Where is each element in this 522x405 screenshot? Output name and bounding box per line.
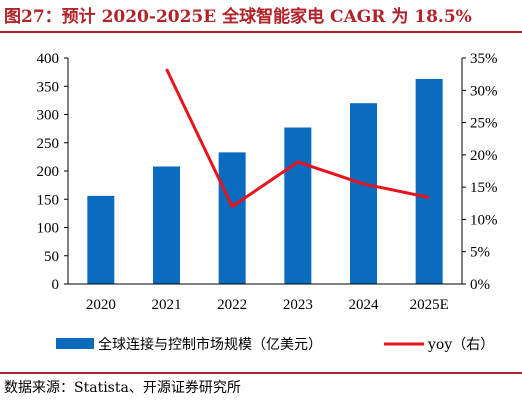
y-right-tick-label: 0% (470, 277, 490, 293)
y-left-tick-label: 300 (37, 108, 60, 124)
source-rule (0, 372, 522, 374)
legend-bar-swatch (56, 338, 94, 349)
y-right-tick-label: 10% (470, 212, 498, 228)
bar-2022 (218, 152, 246, 284)
chart-title: 图27：预计 2020-2025E 全球智能家电 CAGR 为 18.5% (4, 7, 472, 27)
bar-2021 (153, 166, 180, 284)
chart-canvas: 0 50 100 150 200 250 300 350 400 0% 5% 10% 15% 20% 25… (37, 51, 498, 353)
y-left-tick-label: 150 (37, 192, 60, 208)
y-right-tick-label: 35% (470, 51, 498, 67)
y-right-tick-label: 20% (470, 148, 498, 164)
x-tick-label: 2023 (283, 297, 313, 313)
y-right-tick-label: 25% (470, 116, 498, 132)
x-tick-label: 2021 (152, 297, 182, 313)
y-left-tick-label: 400 (37, 51, 60, 67)
bar-2025E (415, 78, 443, 284)
y-left-tick-label: 200 (37, 164, 60, 180)
legend-bar-label: 全球连接与控制市场规模（亿美元） (98, 336, 322, 353)
y-left-tick-label: 50 (44, 249, 59, 265)
x-tick-label: 2025E (410, 297, 449, 313)
legend-line-label: yoy（右） (427, 337, 494, 353)
title-rule (0, 31, 522, 33)
bar-2020 (87, 195, 115, 284)
y-right-tick-label: 15% (470, 180, 498, 196)
y-right-tick-label: 30% (470, 83, 498, 99)
x-tick-label: 2020 (86, 297, 116, 313)
x-tick-label: 2022 (217, 297, 247, 313)
source-note: 数据来源：Statista、开源证券研究所 (4, 380, 241, 396)
y-right-tick-label: 5% (470, 245, 490, 261)
x-tick-label: 2024 (349, 297, 380, 313)
y-left-tick-label: 100 (37, 221, 60, 237)
y-left-tick-label: 0 (52, 277, 60, 293)
bar-2024 (350, 103, 377, 284)
y-left-tick-label: 350 (37, 79, 60, 95)
bar-2023 (284, 127, 312, 285)
y-left-tick-label: 250 (37, 136, 60, 152)
